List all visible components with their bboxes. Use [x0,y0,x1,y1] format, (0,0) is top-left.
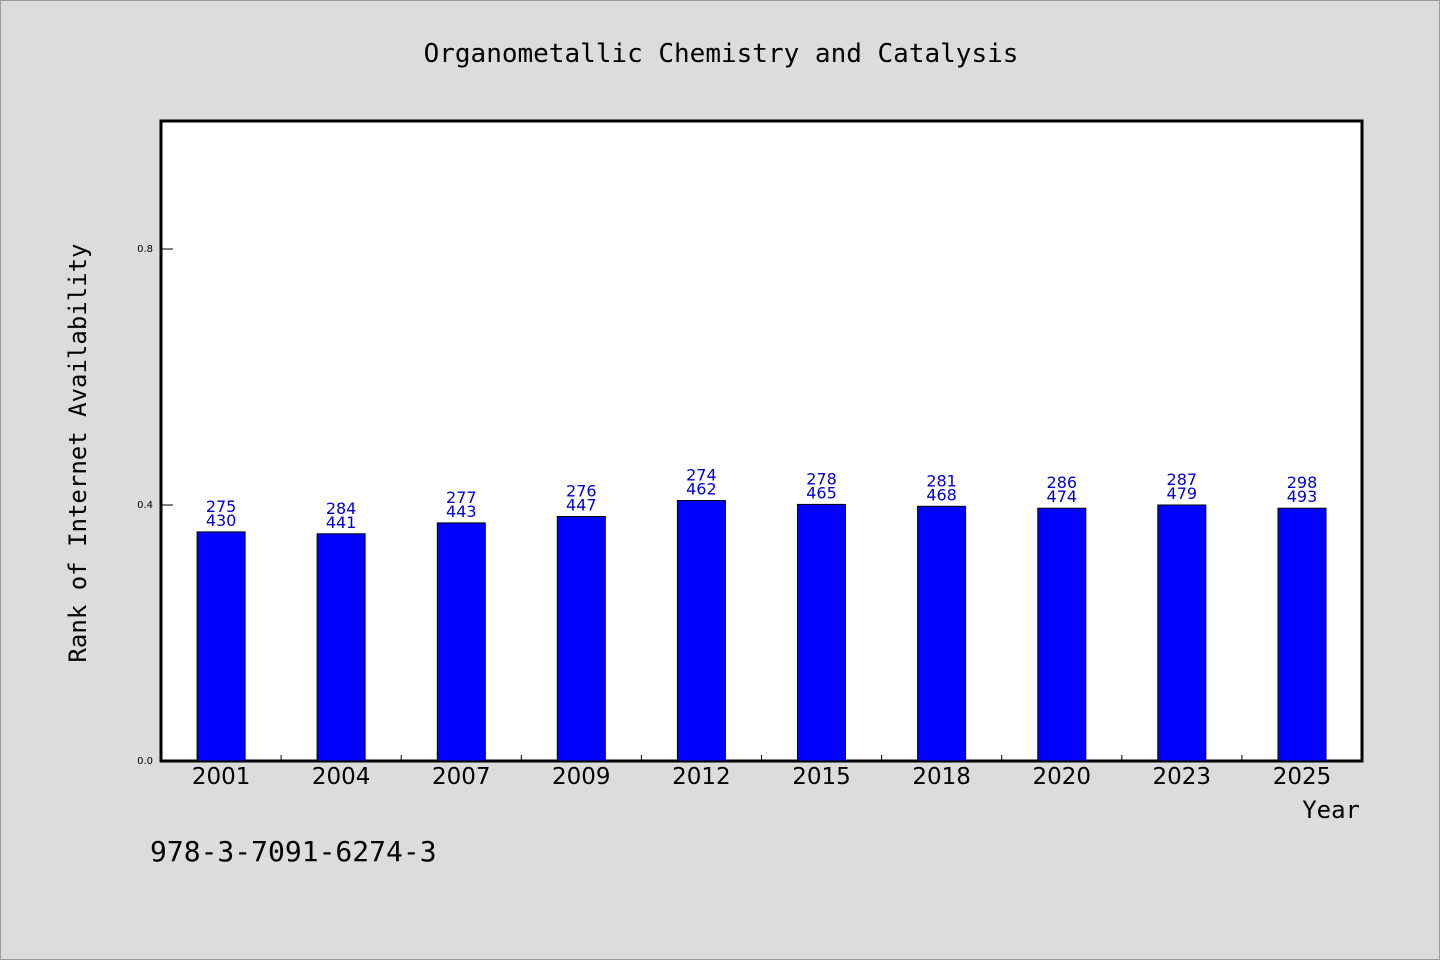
data-label-2020-1: 286 [1047,473,1078,492]
x-tick-label-2001: 2001 [192,764,251,790]
x-tick-label-2004: 2004 [312,764,371,790]
data-label-2009-2: 447 [566,496,597,515]
data-label-2023-1: 287 [1167,470,1198,489]
x-tick-label-2007: 2007 [432,764,491,790]
data-label-2025-2: 493 [1287,487,1318,506]
bar-2020 [1037,507,1087,762]
bar-2001 [196,531,246,762]
data-label-2007-1: 277 [446,488,477,507]
x-tick-label-2025: 2025 [1273,764,1332,790]
x-tick-label-2020: 2020 [1033,764,1092,790]
data-label-2012-2: 462 [686,480,717,499]
data-label-2012-1: 274 [686,466,717,485]
x-tick-label-2023: 2023 [1153,764,1212,790]
bar-2025 [1277,507,1327,762]
bar-2018 [917,505,967,762]
bars-group [196,500,1327,762]
data-label-2023-2: 479 [1167,484,1198,503]
x-axis-ticks: 2001 2004 2007 2009 2012 2015 2018 2020 2023 2025 [192,755,1331,790]
x-axis-title: Year [1302,796,1360,824]
bar-2009 [556,516,606,762]
data-label-2001-1: 275 [206,497,237,516]
footnote-isbn: 978-3-7091-6274-3 [150,835,437,868]
y-tick-label-0.4: 0.4 [137,500,153,511]
data-label-2020-2: 474 [1047,487,1078,506]
y-tick-label-0.8: 0.8 [137,244,153,255]
data-label-2018-1: 281 [926,471,957,490]
data-label-2007-2: 443 [446,502,477,521]
data-label-2001-2: 430 [206,511,237,530]
data-label-2015-1: 278 [806,469,837,488]
bar-2012 [676,500,726,762]
bar-2015 [797,503,846,762]
data-label-2004-1: 284 [326,499,357,518]
x-tick-label-2009: 2009 [552,764,611,790]
data-label-2004-2: 441 [326,513,357,532]
x-tick-label-2012: 2012 [672,764,731,790]
data-label-2015-2: 465 [806,483,837,502]
bar-2023 [1157,504,1207,762]
bar-2004 [316,533,366,762]
y-tick-label-0.0: 0.0 [137,756,153,767]
bar-2007 [436,522,486,762]
y-axis-title: Rank of Internet Availability [64,243,92,662]
chart-title: Organometallic Chemistry and Catalysis [424,39,1019,69]
data-label-2009-1: 276 [566,482,597,501]
x-tick-label-2018: 2018 [912,764,971,790]
data-labels-group: 2754302844412774432764472744622784652814… [206,466,1317,532]
y-axis-ticks: 0.0 0.4 0.8 [137,244,173,767]
data-label-2025-1: 298 [1287,473,1318,492]
x-tick-label-2015: 2015 [792,764,851,790]
data-label-2018-2: 468 [926,485,957,504]
